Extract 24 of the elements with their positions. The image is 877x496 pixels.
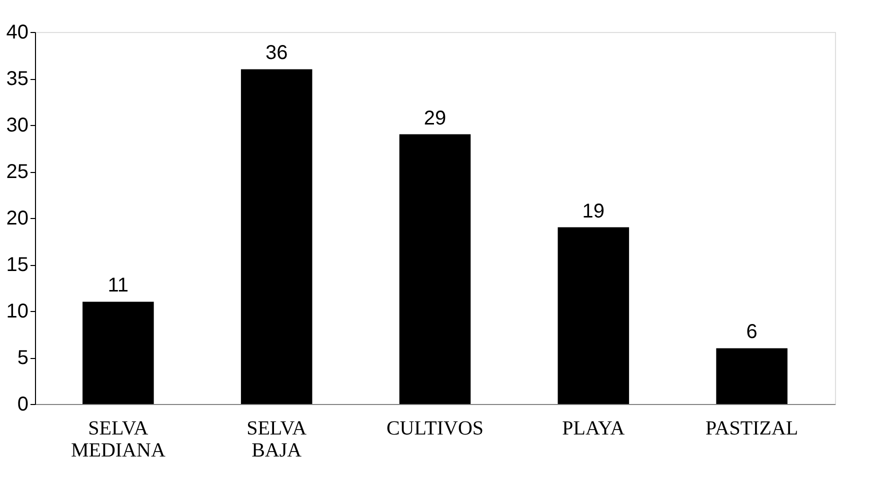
y-tick-label: 0 xyxy=(17,394,28,416)
y-tick-label: 15 xyxy=(6,254,28,276)
y-tick-label: 10 xyxy=(6,300,28,322)
y-tick-label: 35 xyxy=(6,68,28,90)
data-label: 19 xyxy=(582,200,605,222)
x-tick-label: SELVA MEDIANA xyxy=(70,418,166,462)
x-tick-label: CULTIVOS xyxy=(386,418,484,440)
data-label: 36 xyxy=(265,42,288,64)
y-tick-label: 40 xyxy=(6,22,28,44)
y-tick-label: 20 xyxy=(6,208,28,230)
data-label: 11 xyxy=(108,274,129,297)
data-label: 6 xyxy=(746,321,758,344)
bar xyxy=(558,227,630,404)
x-tick-label: PLAYA xyxy=(562,418,626,440)
x-tick-label: PASTIZAL xyxy=(706,418,798,440)
x-tick-label: SELVA BAJA xyxy=(246,418,308,462)
bar xyxy=(716,348,788,404)
data-label: 29 xyxy=(424,107,446,130)
y-tick-label: 30 xyxy=(6,114,28,136)
bar xyxy=(399,134,471,404)
bar xyxy=(240,69,312,404)
bar xyxy=(82,302,154,404)
y-tick-label: 5 xyxy=(17,347,28,369)
y-tick-label: 25 xyxy=(6,161,28,183)
